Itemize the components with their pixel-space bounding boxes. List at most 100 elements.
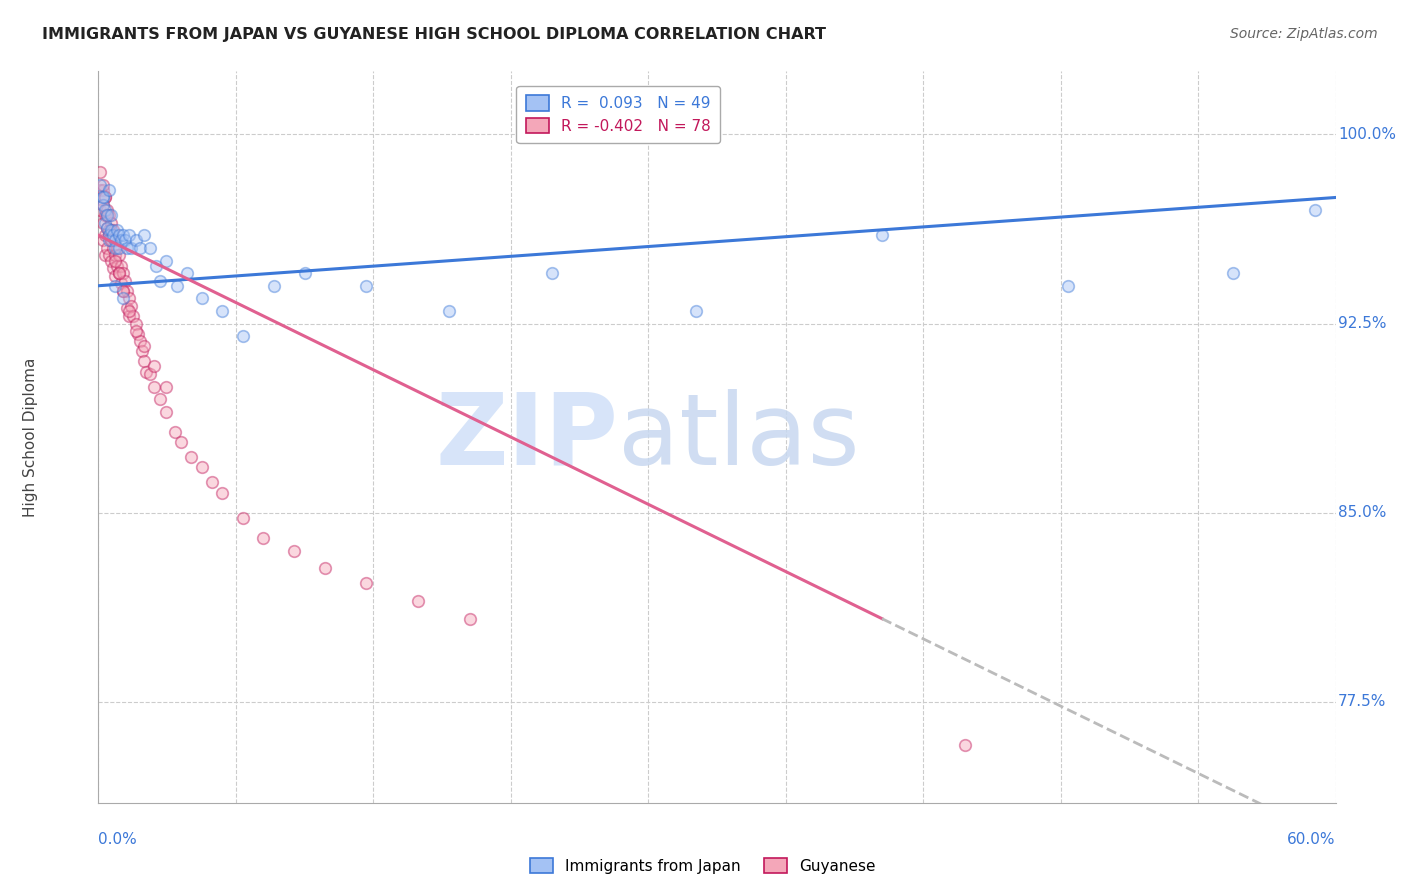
- Point: [101, 241, 124, 255]
- Point: [211, 485, 233, 500]
- Point: [104, 278, 127, 293]
- Point: [1222, 266, 1244, 280]
- Point: [93, 248, 115, 262]
- Point: [120, 241, 142, 255]
- Point: [263, 278, 285, 293]
- Point: [155, 405, 177, 419]
- Point: [104, 233, 127, 247]
- Point: [105, 259, 128, 273]
- Point: [108, 241, 131, 255]
- Point: [96, 203, 118, 218]
- Point: [110, 277, 132, 291]
- Text: 100.0%: 100.0%: [1339, 127, 1396, 142]
- Point: [97, 228, 120, 243]
- Point: [170, 435, 193, 450]
- Point: [93, 190, 115, 204]
- Point: [122, 309, 145, 323]
- Point: [91, 233, 114, 247]
- Point: [283, 543, 305, 558]
- Point: [104, 241, 127, 255]
- Point: [176, 266, 198, 280]
- Point: [97, 208, 120, 222]
- Point: [93, 203, 115, 218]
- Point: [112, 228, 135, 243]
- Point: [458, 612, 481, 626]
- Point: [252, 531, 274, 545]
- Point: [97, 248, 120, 262]
- Point: [100, 253, 122, 268]
- Point: [232, 510, 254, 524]
- Point: [100, 216, 122, 230]
- Point: [101, 228, 124, 243]
- Point: [406, 594, 429, 608]
- Point: [91, 190, 114, 204]
- Point: [110, 259, 132, 273]
- Point: [356, 576, 378, 591]
- Point: [132, 228, 155, 243]
- Point: [232, 329, 254, 343]
- Point: [180, 450, 202, 465]
- Point: [89, 183, 111, 197]
- Point: [112, 291, 135, 305]
- Point: [100, 223, 122, 237]
- Point: [190, 460, 212, 475]
- Point: [108, 228, 131, 243]
- Point: [128, 334, 150, 349]
- Point: [139, 241, 162, 255]
- Text: 60.0%: 60.0%: [1288, 832, 1336, 847]
- Point: [89, 165, 111, 179]
- Legend: Immigrants from Japan, Guyanese: Immigrants from Japan, Guyanese: [524, 852, 882, 880]
- Point: [211, 304, 233, 318]
- Point: [1303, 203, 1326, 218]
- Text: IMMIGRANTS FROM JAPAN VS GUYANESE HIGH SCHOOL DIPLOMA CORRELATION CHART: IMMIGRANTS FROM JAPAN VS GUYANESE HIGH S…: [42, 27, 827, 42]
- Point: [314, 561, 336, 575]
- Point: [201, 475, 224, 490]
- Point: [89, 178, 111, 192]
- Point: [104, 233, 127, 247]
- Point: [104, 248, 127, 262]
- Point: [91, 198, 114, 212]
- Text: Source: ZipAtlas.com: Source: ZipAtlas.com: [1230, 27, 1378, 41]
- Point: [356, 278, 378, 293]
- Point: [114, 233, 136, 247]
- Point: [145, 259, 167, 273]
- Point: [93, 208, 115, 222]
- Point: [117, 241, 139, 255]
- Point: [114, 274, 136, 288]
- Point: [108, 266, 131, 280]
- Point: [155, 253, 177, 268]
- Point: [91, 216, 114, 230]
- Point: [93, 190, 115, 204]
- Text: atlas: atlas: [619, 389, 859, 485]
- Point: [100, 208, 122, 222]
- Point: [132, 339, 155, 353]
- Point: [120, 299, 142, 313]
- Text: 0.0%: 0.0%: [98, 832, 138, 847]
- Point: [190, 291, 212, 305]
- Legend: R =  0.093   N = 49, R = -0.402   N = 78: R = 0.093 N = 49, R = -0.402 N = 78: [516, 87, 720, 143]
- Point: [294, 266, 316, 280]
- Point: [108, 266, 131, 280]
- Text: High School Diploma: High School Diploma: [22, 358, 38, 516]
- Point: [105, 223, 128, 237]
- Point: [155, 379, 177, 393]
- Point: [128, 241, 150, 255]
- Point: [101, 223, 124, 237]
- Point: [96, 220, 118, 235]
- Point: [437, 304, 460, 318]
- Point: [91, 190, 114, 204]
- Point: [96, 220, 118, 235]
- Point: [1056, 278, 1078, 293]
- Point: [110, 233, 132, 247]
- Point: [870, 228, 893, 243]
- Point: [104, 268, 127, 283]
- Point: [124, 233, 146, 247]
- Point: [149, 392, 172, 407]
- Text: 85.0%: 85.0%: [1339, 505, 1386, 520]
- Point: [93, 216, 115, 230]
- Point: [89, 203, 111, 218]
- Text: ZIP: ZIP: [436, 389, 619, 485]
- Point: [93, 228, 115, 243]
- Point: [112, 266, 135, 280]
- Point: [96, 241, 118, 255]
